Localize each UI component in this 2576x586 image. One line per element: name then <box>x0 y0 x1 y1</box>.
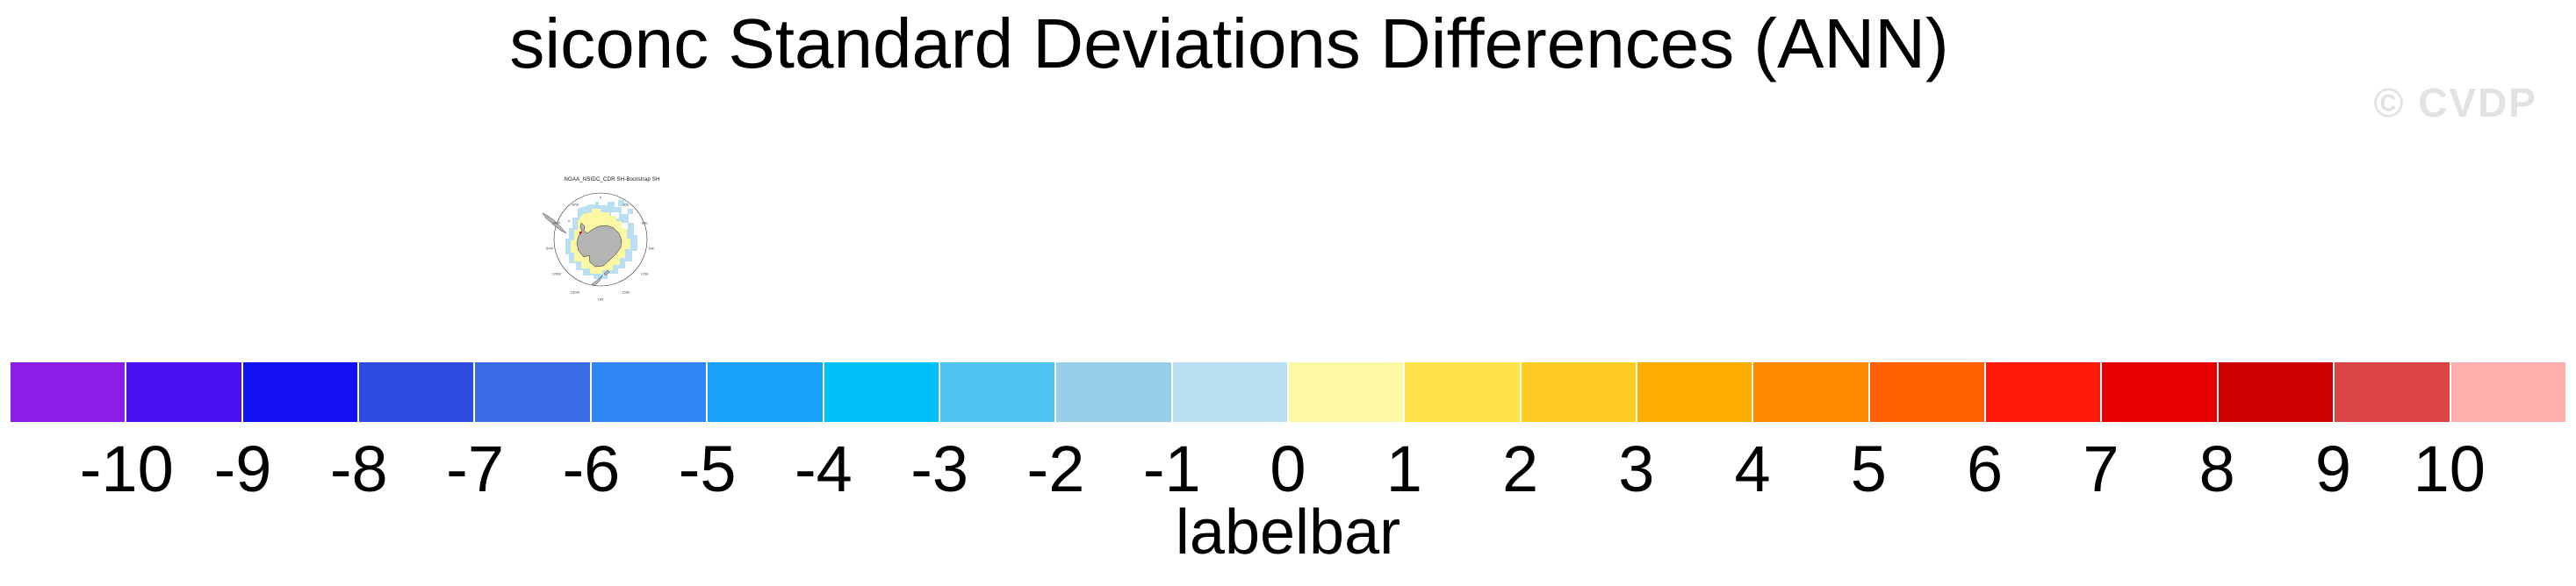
colorbar-cell <box>1986 362 2101 422</box>
sea-ice-negative-cell <box>618 200 624 206</box>
colorbar-tick-label: 1 <box>1385 432 1422 505</box>
map-longitude-label: 120E <box>640 271 649 276</box>
colorbar-cell <box>939 362 1055 422</box>
colorbar-tick-label: -9 <box>213 432 272 505</box>
colorbar-tick-label: 4 <box>1734 432 1771 505</box>
colorbar-tick-label: -4 <box>795 432 853 505</box>
colorbar-tick-label: 0 <box>1270 432 1306 505</box>
colorbar-tick-label: -10 <box>79 432 174 505</box>
south-america-tip <box>542 212 567 234</box>
colorbar-cell <box>242 362 358 422</box>
colorbar-tick-label: 9 <box>2314 432 2352 505</box>
colorbar-cell <box>475 362 590 422</box>
colorbar-cell <box>359 362 474 422</box>
map-panel-title: NOAA_NSIDC_CDR SH-Bootstrap SH <box>564 177 660 182</box>
colorbar-cell <box>11 362 126 422</box>
polar-map <box>542 192 648 287</box>
colorbar-cell <box>2218 362 2334 422</box>
ice-gap <box>622 223 628 230</box>
colorbar-tick-label: -2 <box>1026 432 1085 505</box>
small-island <box>568 220 571 223</box>
colorbar-cell <box>126 362 241 422</box>
ice-gap <box>611 212 619 218</box>
map-longitude-label: 120W <box>551 271 561 276</box>
colorbar-tick-label: 7 <box>2083 432 2119 505</box>
colorbar-tick-label: -8 <box>329 432 388 505</box>
colorbar-cell <box>1056 362 1171 422</box>
colorbar-cell <box>1753 362 1868 422</box>
map-panel: NOAA_NSIDC_CDR SH-Bootstrap SH <box>537 175 687 302</box>
colorbar-tick-label: 3 <box>1618 432 1655 505</box>
colorbar-tick-label: -6 <box>562 432 621 505</box>
colorbar-tick-label: 8 <box>2198 432 2235 505</box>
map-longitude-label: 90W <box>545 246 554 251</box>
new-zealand-north <box>603 269 610 276</box>
colorbar-tick-label: 6 <box>1967 432 2004 505</box>
colorbar-tick-label: 2 <box>1501 432 1539 505</box>
colorbar-cell <box>1172 362 1287 422</box>
colorbar-cell <box>1869 362 1985 422</box>
map-longitude-label: 30W <box>571 202 579 207</box>
colorbar-cell <box>708 362 823 422</box>
colorbar-ticks: -10 -9 -8 -7 -6 -5 -4 -3 -2 -1 0 1 2 3 4 5 6 7 8 9 10 <box>11 432 2565 505</box>
colorbar-label: labelbar <box>1175 497 1401 568</box>
colorbar <box>11 362 2565 422</box>
map-longitude-label: 0 <box>599 195 602 200</box>
colorbar-tick-label: -3 <box>910 432 969 505</box>
map-longitude-label: 60W <box>552 220 560 225</box>
colorbar-cell <box>591 362 707 422</box>
antarctica-landmass <box>576 222 622 268</box>
map-longitude-label: 30E <box>622 202 630 207</box>
map-longitude-label: 90E <box>648 246 655 251</box>
page-title: siconc Standard Deviations Differences (… <box>509 4 1949 82</box>
colorbar-cell <box>2102 362 2217 422</box>
colorbar-cell <box>1637 362 1752 422</box>
colorbar-cell <box>2335 362 2450 422</box>
map-longitude-label: 150W <box>570 289 580 295</box>
colorbar-tick-label: -7 <box>446 432 504 505</box>
colorbar-tick-label: 5 <box>1850 432 1887 505</box>
colorbar-cell <box>1521 362 1637 422</box>
cvdp-watermark: © CVDP <box>2373 80 2537 125</box>
colorbar-tick-label: -1 <box>1142 432 1201 505</box>
colorbar-cell <box>2450 362 2565 422</box>
map-longitude-label: 60E <box>641 220 648 225</box>
sea-ice-negative-cell <box>628 209 633 214</box>
map-longitude-label: 150E <box>622 289 630 295</box>
map-longitude-label: 180 <box>597 297 604 302</box>
ice-gap <box>588 200 595 204</box>
new-zealand <box>591 275 603 287</box>
colorbar-cell <box>1288 362 1404 422</box>
colorbar-tick-label: 10 <box>2413 432 2486 505</box>
colorbar-tick-label: -5 <box>678 432 737 505</box>
colorbar-cell <box>824 362 939 422</box>
colorbar-cell <box>1405 362 1520 422</box>
